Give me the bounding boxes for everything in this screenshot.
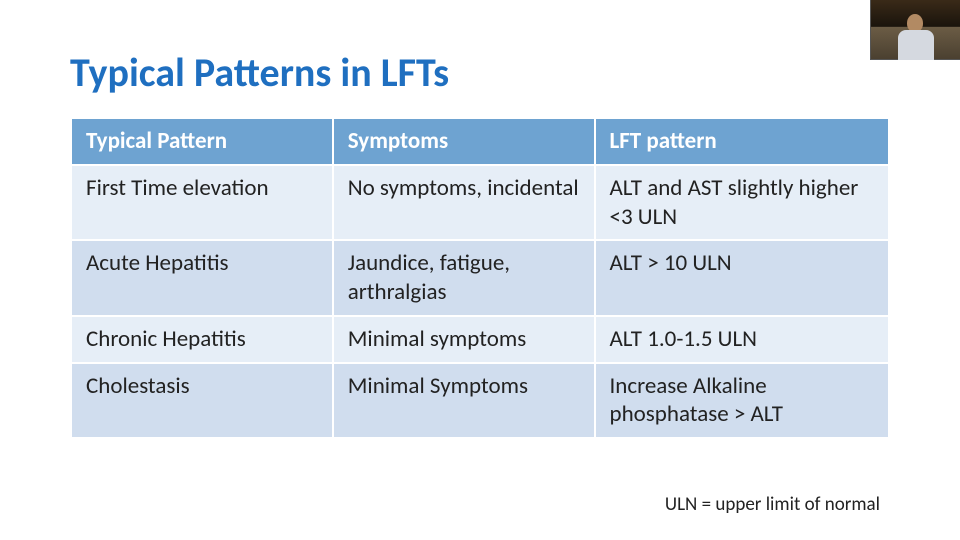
col-header-symptoms: Symptoms <box>333 118 595 165</box>
cell-pattern: First Time elevation <box>71 165 333 241</box>
col-header-pattern: Typical Pattern <box>71 118 333 165</box>
footnote-uln: ULN = upper limit of normal <box>665 493 880 516</box>
lft-table: Typical Pattern Symptoms LFT pattern Fir… <box>70 117 890 439</box>
webcam-body <box>898 30 934 60</box>
table-row: Acute Hepatitis Jaundice, fatigue, arthr… <box>71 240 889 316</box>
cell-lft: Increase Alkaline phosphatase > ALT <box>595 363 890 439</box>
cell-lft: ALT 1.0-1.5 ULN <box>595 316 890 363</box>
cell-pattern: Cholestasis <box>71 363 333 439</box>
col-header-lft: LFT pattern <box>595 118 890 165</box>
table-row: First Time elevation No symptoms, incide… <box>71 165 889 241</box>
cell-symptoms: Minimal Symptoms <box>333 363 595 439</box>
cell-symptoms: Jaundice, fatigue, arthralgias <box>333 240 595 316</box>
cell-lft: ALT > 10 ULN <box>595 240 890 316</box>
cell-lft: ALT and AST slightly higher<3 ULN <box>595 165 890 241</box>
table-row: Chronic Hepatitis Minimal symptoms ALT 1… <box>71 316 889 363</box>
slide-title: Typical Patterns in LFTs <box>70 48 890 97</box>
cell-pattern: Chronic Hepatitis <box>71 316 333 363</box>
slide: Typical Patterns in LFTs Typical Pattern… <box>0 0 960 540</box>
webcam-thumbnail <box>870 0 960 60</box>
table-header-row: Typical Pattern Symptoms LFT pattern <box>71 118 889 165</box>
table-row: Cholestasis Minimal Symptoms Increase Al… <box>71 363 889 439</box>
cell-symptoms: No symptoms, incidental <box>333 165 595 241</box>
cell-symptoms: Minimal symptoms <box>333 316 595 363</box>
cell-pattern: Acute Hepatitis <box>71 240 333 316</box>
